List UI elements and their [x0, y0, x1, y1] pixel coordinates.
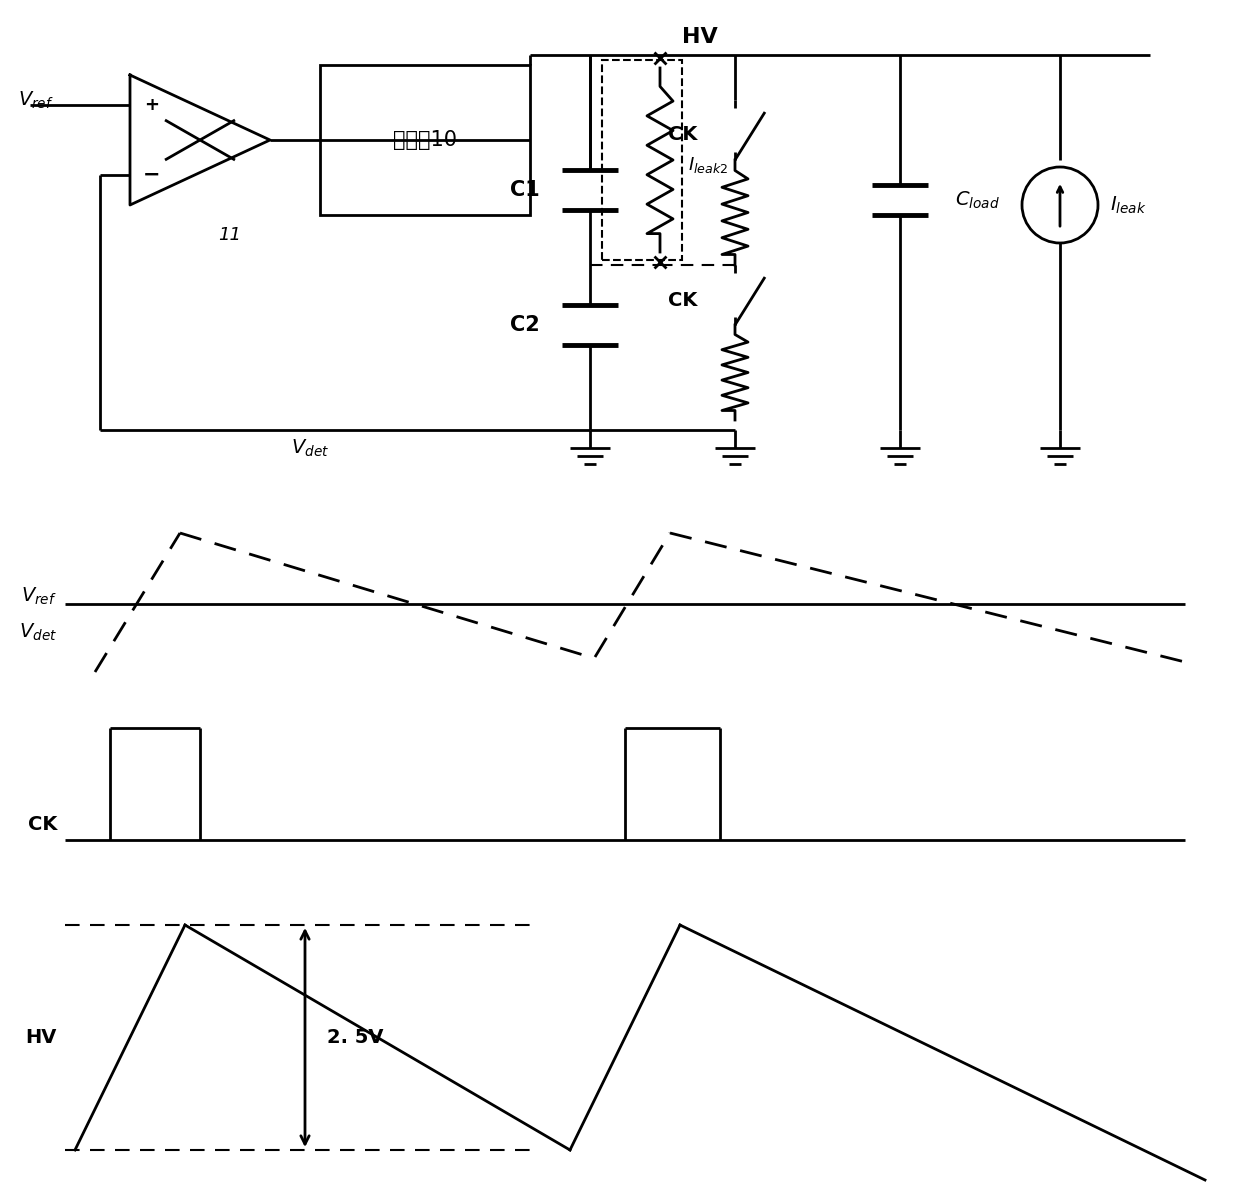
Text: 11: 11: [218, 226, 242, 244]
Text: $V_{ref}$: $V_{ref}$: [19, 89, 53, 111]
Text: $V_{ref}$: $V_{ref}$: [21, 585, 57, 607]
Text: HV: HV: [26, 1028, 57, 1047]
Text: C1: C1: [510, 180, 539, 200]
Text: CK: CK: [667, 291, 697, 309]
Text: −: −: [144, 165, 161, 185]
Text: CK: CK: [27, 815, 57, 834]
Bar: [320, 65, 529, 215]
Text: HV: HV: [682, 26, 718, 47]
Text: $V_{det}$: $V_{det}$: [19, 621, 57, 643]
Text: +: +: [145, 96, 160, 114]
Text: CK: CK: [667, 125, 697, 144]
Text: 电荷枕10: 电荷枕10: [393, 130, 458, 150]
Text: 2. 5V: 2. 5V: [327, 1028, 383, 1047]
Text: $V_{det}$: $V_{det}$: [291, 438, 329, 459]
Text: C2: C2: [510, 315, 539, 335]
Bar: [601, 60, 682, 260]
Text: $I_{leak}$: $I_{leak}$: [1110, 195, 1147, 215]
Text: $I_{leak2}$: $I_{leak2}$: [688, 155, 728, 175]
Text: $C_{load}$: $C_{load}$: [955, 190, 999, 210]
